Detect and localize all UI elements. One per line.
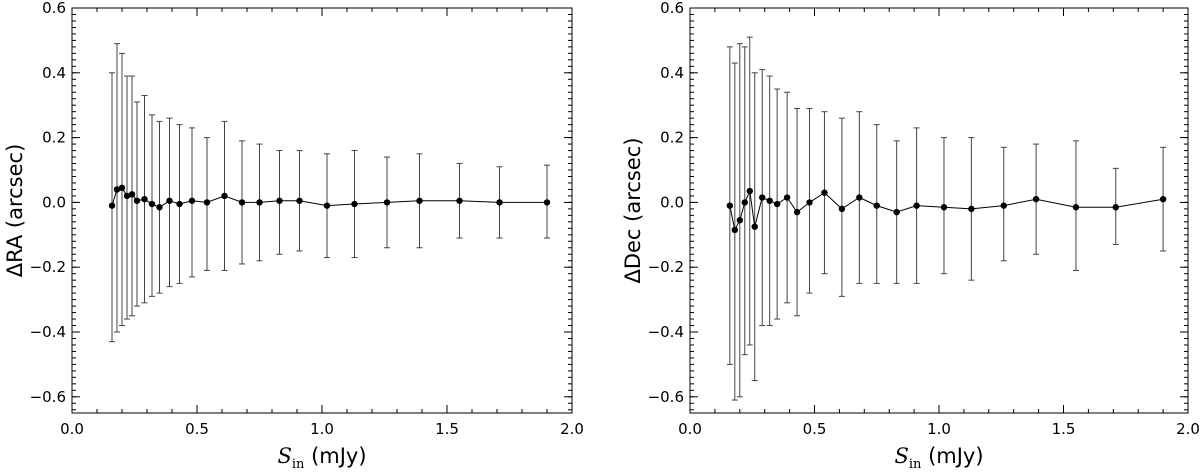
y-tick-label: 0.2 [42, 129, 66, 147]
x-tick-label: 0.0 [678, 420, 702, 438]
data-point [783, 194, 791, 201]
panel-delta-dec: 0.0 0.5 1.0 1.5 2.0 −0.6 −0.4 −0.2 0.0 0.2 0.4 0.6 Δ… [621, 0, 1200, 472]
data-point [873, 202, 880, 209]
data-point [806, 199, 813, 206]
data-point [1159, 195, 1167, 203]
data-point [838, 205, 846, 213]
y-tick-label: −0.2 [648, 258, 684, 276]
data-point [166, 197, 173, 204]
data-point [736, 217, 743, 224]
y-tick-label: −0.2 [30, 258, 66, 276]
data-point [1112, 204, 1119, 211]
x-axis-label: Sin (mJy) [894, 444, 983, 472]
data-point [821, 189, 828, 196]
x-axis-symbol: S [894, 444, 908, 468]
data-point [351, 200, 358, 208]
data-point [1000, 202, 1007, 209]
data-point [156, 204, 163, 211]
y-tick-label: 0.2 [660, 129, 684, 147]
data-point [731, 226, 739, 234]
data-point [793, 208, 801, 216]
x-axis-unit: (mJy) [921, 444, 983, 468]
data-point [940, 204, 948, 211]
x-tick-label: 1.0 [927, 420, 951, 438]
x-tick-label: 0.5 [185, 420, 209, 438]
data-point [238, 199, 246, 206]
data-point [751, 223, 758, 230]
data-point [773, 200, 781, 208]
data-point [543, 199, 551, 206]
plot-frame [689, 7, 1189, 414]
x-tick-label: 2.0 [1176, 420, 1200, 438]
x-tick-label: 1.0 [310, 420, 334, 438]
plot-frame [71, 7, 573, 414]
x-tick-label: 1.5 [1052, 420, 1076, 438]
data-point [456, 197, 463, 204]
x-tick-label: 1.5 [435, 420, 459, 438]
x-axis-subscript: in [909, 457, 922, 472]
data-point [496, 199, 503, 206]
data-point [726, 202, 734, 209]
data-point [221, 192, 228, 200]
data-point [741, 199, 748, 206]
data-point [383, 199, 391, 206]
data-point [256, 199, 263, 206]
y-tick-label: 0.0 [42, 193, 66, 211]
data-point [759, 194, 766, 201]
x-tick-label: 2.0 [560, 420, 584, 438]
y-tick-label: 0.6 [42, 0, 66, 17]
y-tick-label: −0.4 [648, 323, 684, 341]
data-point [203, 199, 211, 206]
data-point [123, 192, 131, 200]
y-tick-label: −0.6 [30, 388, 66, 406]
data-point [1072, 204, 1080, 211]
y-tick-label: 0.0 [660, 193, 684, 211]
y-tick-label: −0.6 [648, 388, 684, 406]
data-point [913, 202, 920, 209]
y-axis-label: ΔDec (arcsec) [621, 137, 645, 283]
data-point [296, 197, 303, 204]
data-point [148, 200, 156, 208]
data-point [141, 195, 148, 203]
y-axis-label: ΔRA (arcsec) [3, 144, 27, 278]
y-tick-label: 0.6 [660, 0, 684, 17]
data-point [856, 194, 863, 201]
data-point [746, 187, 753, 195]
data-point [766, 197, 773, 204]
data-point [118, 184, 126, 192]
data-point [1032, 195, 1040, 203]
data-point [133, 197, 141, 204]
data-point [113, 186, 121, 193]
y-tick-label: 0.4 [660, 64, 684, 82]
x-axis-label: Sin (mJy) [277, 444, 366, 472]
data-point [323, 202, 331, 209]
x-tick-label: 0.5 [803, 420, 827, 438]
data-point [176, 200, 183, 208]
data-point [416, 197, 423, 204]
x-tick-label: 0.0 [60, 420, 84, 438]
y-tick-label: 0.4 [42, 64, 66, 82]
data-point [968, 205, 975, 213]
panel-delta-ra: 0.0 0.5 1.0 1.5 2.0 −0.6 −0.4 −0.2 0.0 0.2 0.4 0.6 Δ… [3, 0, 584, 472]
y-tick-label: −0.4 [30, 323, 66, 341]
x-axis-unit: (mJy) [304, 444, 366, 468]
data-point [128, 191, 136, 198]
data-point [188, 197, 196, 204]
data-point [276, 197, 283, 204]
data-point [893, 208, 900, 216]
x-axis-subscript: in [292, 457, 305, 472]
x-axis-symbol: S [277, 444, 291, 468]
data-point [108, 202, 116, 209]
